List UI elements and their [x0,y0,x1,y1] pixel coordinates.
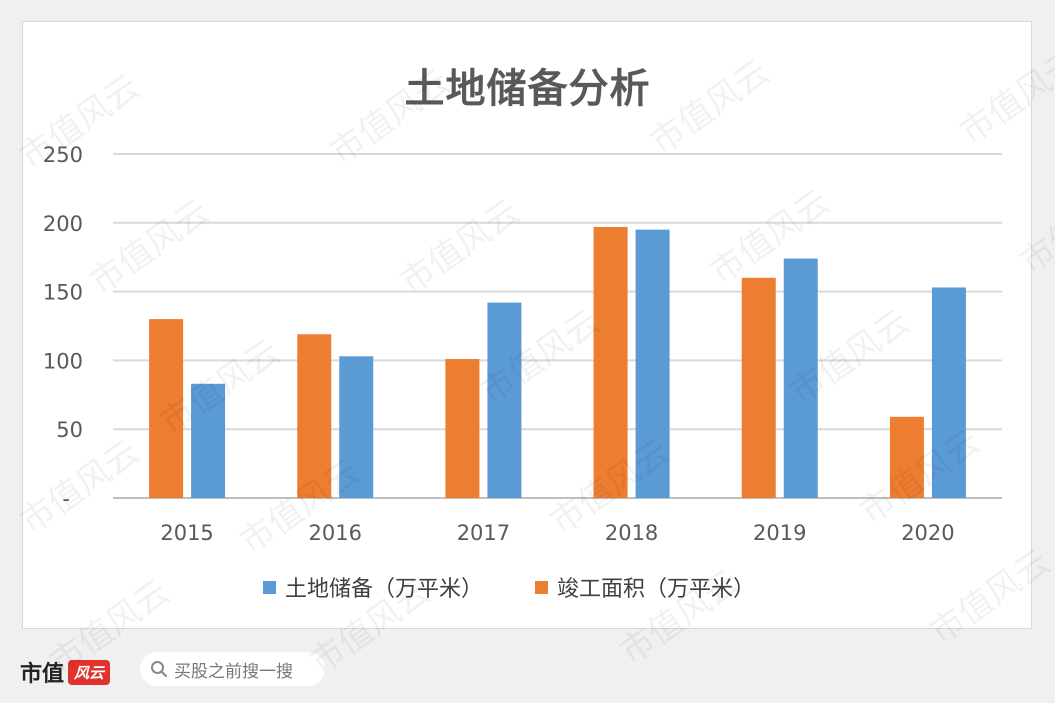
brand-logo[interactable]: 市值 风云 [20,656,111,688]
x-tick-label: 2018 [605,521,658,545]
y-tick-label: 150 [43,281,83,305]
y-tick-label: 250 [43,143,83,167]
x-tick-label: 2015 [160,521,213,545]
bar [783,258,818,498]
footer: 市值 风云 买股之前搜一搜 [0,640,1055,703]
bar-chart: - 50 100 150 200 250 2015 2016 2017 2018 2019 2020 [43,143,1002,545]
x-tick-label: 2020 [901,521,954,545]
bar [593,226,628,499]
bar [889,416,924,498]
bar [931,287,966,498]
x-tick-label: 2016 [309,521,362,545]
legend-item-completed-area: 竣工面积（万平米） [535,571,755,603]
brand-mark: 风云 [68,659,111,685]
bar [741,277,776,498]
y-tick-label: 50 [56,418,83,442]
bar [487,302,522,498]
chart-card [22,21,1032,629]
legend-label-land-reserve: 土地储备（万平米） [285,577,484,602]
legend-label-completed-area: 竣工面积（万平米） [557,577,756,602]
y-tick-label: 100 [43,349,83,373]
legend-item-land-reserve: 土地储备（万平米） [263,571,483,603]
bar [191,383,226,498]
search-placeholder: 买股之前搜一搜 [174,661,293,682]
bar [297,334,332,498]
chart-title: 土地储备分析 [404,66,651,112]
bar [445,359,480,498]
bar [635,229,670,498]
y-tick-label: - [62,487,70,511]
search-box[interactable]: 买股之前搜一搜 [140,652,325,686]
y-tick-label: 200 [43,212,83,236]
x-tick-label: 2019 [753,521,806,545]
bar [149,319,184,498]
bar [339,356,374,498]
legend: 土地储备（万平米） 竣工面积（万平米） [263,571,807,603]
brand-name: 市值 [20,661,65,687]
search-icon [151,661,167,677]
legend-swatch-completed-area [535,580,549,594]
x-tick-label: 2017 [457,521,510,545]
legend-swatch-land-reserve [263,580,276,594]
